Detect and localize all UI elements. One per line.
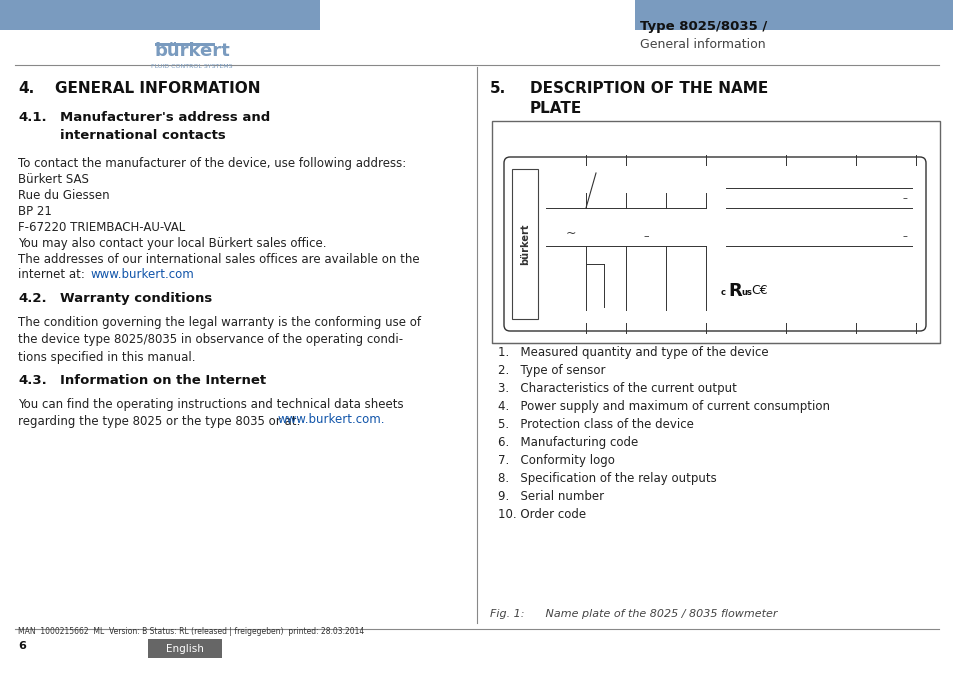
Text: 4.   Power supply and maximum of current consumption: 4. Power supply and maximum of current c… [497, 400, 829, 413]
Text: You can find the operating instructions and technical data sheets
regarding the : You can find the operating instructions … [18, 398, 403, 429]
Text: Manufacturer's address and
international contacts: Manufacturer's address and international… [60, 111, 270, 142]
Bar [154, 43, 167, 46]
Text: General information: General information [639, 38, 765, 51]
FancyBboxPatch shape [635, 0, 953, 30]
Text: 4.2.: 4.2. [18, 292, 47, 305]
Text: 7.   Conformity logo: 7. Conformity logo [497, 454, 615, 467]
Text: Warranty conditions: Warranty conditions [60, 292, 212, 305]
FancyBboxPatch shape [148, 639, 222, 658]
Text: ~: ~ [565, 227, 576, 240]
Text: 8.   Specification of the relay outputs: 8. Specification of the relay outputs [497, 472, 716, 485]
Text: 4.: 4. [18, 81, 34, 96]
Text: 2.   Type of sensor: 2. Type of sensor [497, 364, 605, 377]
Text: 4.1.: 4.1. [18, 111, 47, 124]
Text: 6: 6 [18, 641, 26, 651]
Text: 5.   Protection class of the device: 5. Protection class of the device [497, 418, 693, 431]
Text: 1.   Measured quantity and type of the device: 1. Measured quantity and type of the dev… [497, 346, 768, 359]
FancyBboxPatch shape [0, 0, 319, 30]
Text: Information on the Internet: Information on the Internet [60, 374, 266, 387]
Text: bürkert: bürkert [154, 42, 230, 60]
Bar [203, 43, 214, 46]
Text: Bürkert SAS: Bürkert SAS [18, 173, 89, 186]
Text: 9.   Serial number: 9. Serial number [497, 490, 603, 503]
Text: 5.: 5. [490, 81, 506, 96]
Text: –: – [902, 231, 906, 241]
Text: BP 21: BP 21 [18, 205, 51, 218]
Text: The addresses of our international sales offices are available on the: The addresses of our international sales… [18, 253, 419, 266]
Text: To contact the manufacturer of the device, use following address:: To contact the manufacturer of the devic… [18, 157, 406, 170]
Text: English: English [166, 644, 204, 654]
Text: C€: C€ [750, 284, 767, 297]
Text: –: – [642, 231, 648, 241]
Text: F-67220 TRIEMBACH-AU-VAL: F-67220 TRIEMBACH-AU-VAL [18, 221, 185, 234]
Text: –: – [902, 193, 906, 203]
Bar [179, 43, 191, 46]
Bar [512, 169, 537, 319]
Bar [163, 43, 174, 46]
Bar [194, 43, 207, 46]
Text: www.burkert.com.: www.burkert.com. [277, 413, 385, 426]
Text: R: R [727, 282, 741, 300]
Bar [187, 43, 199, 46]
Text: You may also contact your local Bürkert sales office.: You may also contact your local Bürkert … [18, 237, 326, 250]
Bar [171, 43, 183, 46]
Text: GENERAL INFORMATION: GENERAL INFORMATION [55, 81, 260, 96]
Text: The condition governing the legal warranty is the conforming use of
the device t: The condition governing the legal warran… [18, 316, 420, 364]
Text: www.burkert.com: www.burkert.com [91, 268, 194, 281]
Text: Fig. 1:      Name plate of the 8025 / 8035 flowmeter: Fig. 1: Name plate of the 8025 / 8035 fl… [490, 609, 777, 619]
Text: us: us [740, 288, 751, 297]
Text: Type 8025/8035 /: Type 8025/8035 / [639, 20, 766, 33]
Text: internet at:: internet at: [18, 268, 89, 281]
Text: FLUID CONTROL SYSTEMS: FLUID CONTROL SYSTEMS [152, 64, 233, 69]
Text: 3.   Characteristics of the current output: 3. Characteristics of the current output [497, 382, 736, 395]
Text: MAN  1000215662  ML  Version: B Status: RL (released | freigegeben)  printed: 28: MAN 1000215662 ML Version: B Status: RL … [18, 627, 364, 636]
Bar [492, 121, 939, 343]
Text: Rue du Giessen: Rue du Giessen [18, 189, 110, 202]
Text: 6.   Manufacturing code: 6. Manufacturing code [497, 436, 638, 449]
Text: c: c [720, 288, 725, 297]
FancyBboxPatch shape [503, 157, 925, 331]
Text: DESCRIPTION OF THE NAME
PLATE: DESCRIPTION OF THE NAME PLATE [530, 81, 767, 116]
Text: bürkert: bürkert [519, 223, 530, 264]
Text: 4.3.: 4.3. [18, 374, 47, 387]
Text: 10. Order code: 10. Order code [497, 508, 585, 521]
